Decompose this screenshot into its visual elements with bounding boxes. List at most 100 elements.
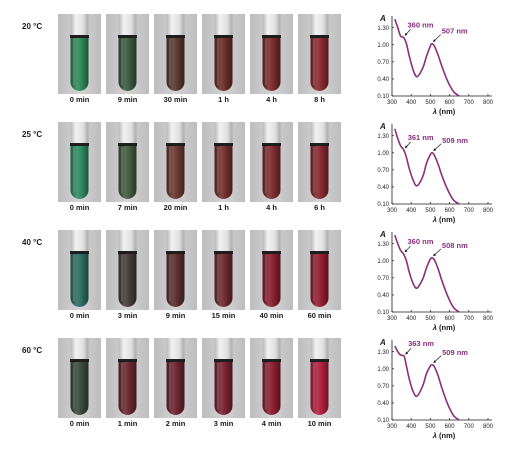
tube-cell	[298, 122, 341, 202]
time-label: 10 min	[307, 419, 332, 428]
tube-cell	[58, 338, 101, 418]
time-label: 0 min	[69, 203, 90, 212]
y-tick-label: 0.10	[377, 202, 389, 208]
tube-liquid	[310, 362, 329, 415]
tube-liquid	[70, 146, 89, 199]
time-label: 0 min	[69, 311, 90, 320]
x-tick-label: 400	[406, 316, 417, 322]
tube-cell	[106, 122, 149, 202]
tube-photo	[250, 338, 293, 418]
tube-cell	[58, 122, 101, 202]
tube-liquid	[262, 146, 281, 199]
tube-glass	[262, 338, 281, 360]
time-label: 2 min	[165, 419, 186, 428]
tube-photo-strip: 0 min 3 min 9 min 15 min 40 min 60 min	[58, 230, 348, 320]
meniscus	[166, 251, 185, 254]
x-tick-label: 700	[464, 316, 475, 322]
y-axis-label: A	[379, 230, 386, 239]
tube-glass	[262, 14, 281, 36]
tube-liquid	[166, 146, 185, 199]
y-tick-label: 0.10	[377, 418, 389, 424]
tube-cell	[106, 338, 149, 418]
tube-photo	[106, 122, 149, 202]
meniscus	[310, 359, 329, 362]
tube-liquid	[118, 254, 137, 307]
time-label: 4 h	[266, 203, 277, 212]
peak-label-uv: 360 nm	[408, 20, 434, 29]
tube-glass	[118, 122, 137, 144]
row-60c: 60 °C 0 min 1 min 2 min 3 min 4 min 10 min A 1…	[0, 338, 518, 445]
time-label: 30 min	[163, 95, 188, 104]
x-tick-label: 400	[406, 208, 417, 214]
tube-photo-strip: 0 min 1 min 2 min 3 min 4 min 10 min	[58, 338, 348, 428]
tube-liquid	[166, 254, 185, 307]
tube-glass	[118, 338, 137, 360]
x-tick-label: 500	[425, 316, 436, 322]
tube-liquid	[118, 146, 137, 199]
tube-glass	[166, 122, 185, 144]
meniscus	[118, 35, 137, 38]
x-tick-label: 500	[425, 208, 436, 214]
tube-glass	[214, 14, 233, 36]
tube-glass	[166, 230, 185, 252]
tube-cell	[202, 338, 245, 418]
tube-glass	[70, 14, 89, 36]
x-tick-label: 800	[483, 100, 494, 106]
temperature-label: 60 °C	[22, 346, 43, 355]
x-tick-label: 600	[445, 208, 456, 214]
time-label: 6 h	[314, 203, 325, 212]
y-tick-label: 0.70	[377, 168, 389, 174]
tube-glass	[214, 338, 233, 360]
peak-label-uv: 360 nm	[408, 237, 434, 246]
x-tick-label: 500	[425, 424, 436, 430]
peak-label-uv: 361 nm	[408, 133, 434, 142]
meniscus	[118, 359, 137, 362]
y-axis-label: A	[379, 338, 386, 347]
y-tick-label: 1.30	[377, 242, 389, 248]
absorbance-curve	[394, 345, 460, 421]
y-axis-label: A	[379, 14, 386, 23]
y-tick-label: 0.40	[377, 293, 389, 299]
tube-glass	[214, 230, 233, 252]
y-tick-label: 0.40	[377, 401, 389, 407]
tube-liquid	[310, 38, 329, 91]
tube-cell	[154, 230, 197, 310]
time-label: 9 min	[165, 311, 186, 320]
tube-photo	[250, 14, 293, 94]
meniscus	[310, 251, 329, 254]
tube-liquid	[262, 362, 281, 415]
tube-photo	[202, 14, 245, 94]
tube-photo	[154, 230, 197, 310]
peak-label-vis: 507 nm	[442, 27, 468, 36]
tube-liquid	[166, 362, 185, 415]
absorbance-spectrum: A 1.30 1.00 0.70 0.40 0.10 300 400 500 600 700 800 λ…	[366, 338, 506, 445]
x-tick-label: 300	[387, 100, 398, 106]
time-label: 20 min	[163, 203, 188, 212]
y-tick-label: 0.10	[377, 94, 389, 100]
meniscus	[70, 251, 89, 254]
time-label: 40 min	[259, 311, 284, 320]
tube-glass	[118, 230, 137, 252]
time-label: 7 min	[117, 203, 138, 212]
meniscus	[310, 143, 329, 146]
tube-cell	[250, 230, 293, 310]
tube-glass	[166, 14, 185, 36]
meniscus	[70, 143, 89, 146]
x-axis-label: λ (nm)	[432, 323, 456, 332]
tube-glass	[214, 122, 233, 144]
absorbance-spectrum: A 1.30 1.00 0.70 0.40 0.10 300 400 500 600 700 800 λ…	[366, 122, 506, 229]
tube-photo	[202, 338, 245, 418]
temperature-label: 40 °C	[22, 238, 43, 247]
tube-cell	[154, 14, 197, 94]
meniscus	[70, 359, 89, 362]
tube-photo	[58, 338, 101, 418]
tube-photo	[106, 338, 149, 418]
tube-photo-strip: 0 min 7 min 20 min 1 h 4 h 6 h	[58, 122, 348, 212]
tube-photo	[154, 122, 197, 202]
x-tick-label: 400	[406, 424, 417, 430]
x-tick-label: 800	[483, 424, 494, 430]
y-axis-label: A	[379, 122, 386, 131]
tube-liquid	[118, 38, 137, 91]
tube-cell	[250, 14, 293, 94]
tube-liquid	[214, 254, 233, 307]
